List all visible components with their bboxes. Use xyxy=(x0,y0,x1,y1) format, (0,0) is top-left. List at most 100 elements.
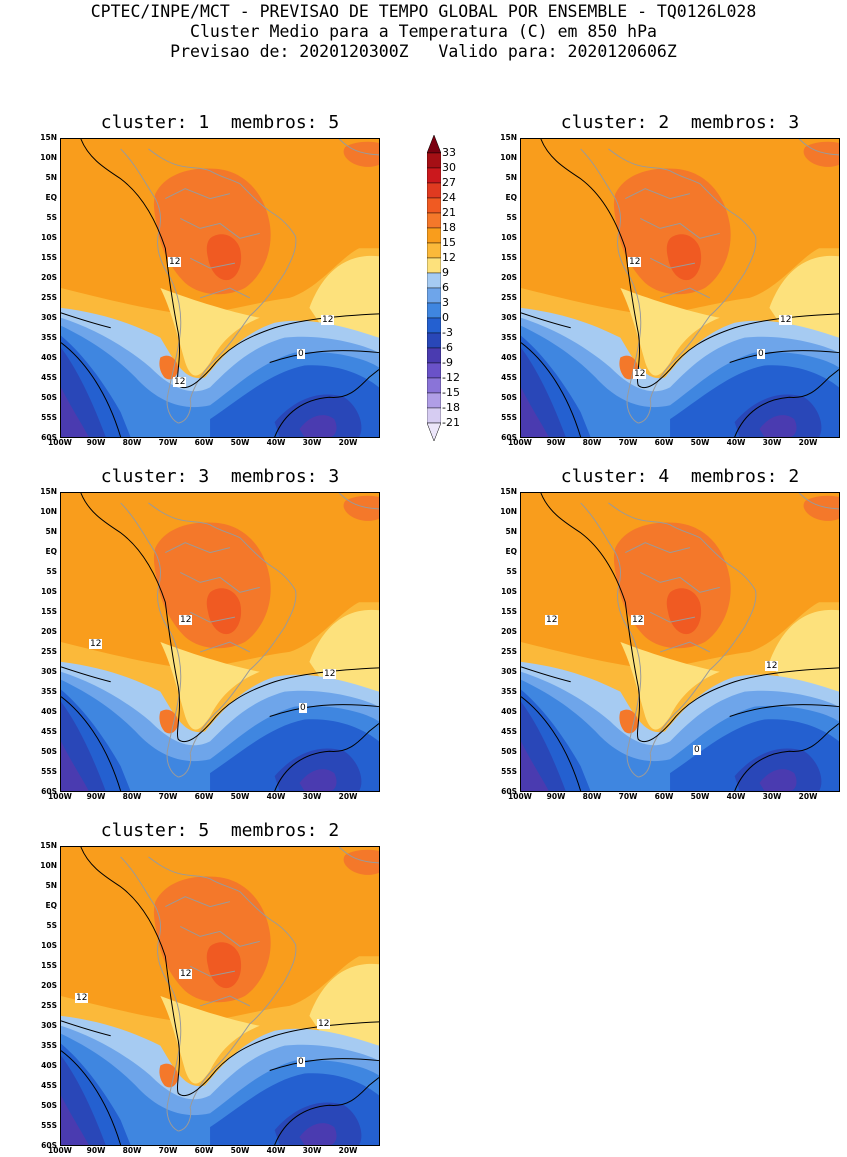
lon-tick-label: 70W xyxy=(158,792,178,801)
colorbar-swatch xyxy=(427,362,441,379)
panel-title: cluster: 5 membros: 2 xyxy=(100,820,340,841)
colorbar-swatch xyxy=(427,257,441,274)
map-panel: 12 12 12 0 xyxy=(520,492,840,792)
panel-title: cluster: 1 membros: 5 xyxy=(100,112,340,133)
contour-label: 12 xyxy=(631,615,645,625)
lat-tick-label: 30S xyxy=(41,667,57,676)
colorbar-tick-label: -9 xyxy=(442,356,453,369)
lat-tick-label: 5N xyxy=(45,173,58,182)
lon-tick-label: 60W xyxy=(194,1146,214,1155)
lon-tick-label: 20W xyxy=(798,438,818,447)
lat-tick-label: 10N xyxy=(500,507,517,516)
colorbar-swatch xyxy=(427,242,441,259)
colorbar-swatch xyxy=(427,407,441,424)
lon-tick-label: 60W xyxy=(194,438,214,447)
lon-tick-label: 50W xyxy=(230,792,250,801)
lon-tick-label: 60W xyxy=(194,792,214,801)
lat-tick-label: 45S xyxy=(41,1081,57,1090)
lon-tick-label: 40W xyxy=(266,792,286,801)
lon-tick-label: 70W xyxy=(158,1146,178,1155)
contour-label: 12 xyxy=(628,257,642,267)
lat-tick-label: 5S xyxy=(506,213,517,222)
lat-tick-label: 15N xyxy=(500,133,517,142)
header-line-1: CPTEC/INPE/MCT - PREVISAO DE TEMPO GLOBA… xyxy=(90,2,757,21)
colorbar-swatch xyxy=(427,182,441,199)
lat-tick-label: 20S xyxy=(501,627,517,636)
lat-tick-label: 60S xyxy=(501,433,517,442)
colorbar-swatch xyxy=(427,272,441,289)
lat-tick-label: 5N xyxy=(45,527,58,536)
contour-label: 12 xyxy=(179,615,193,625)
temperature-map xyxy=(61,139,379,437)
temperature-map xyxy=(61,847,379,1145)
lat-tick-label: 40S xyxy=(501,707,517,716)
lat-tick-label: 5S xyxy=(46,213,57,222)
lon-tick-label: 40W xyxy=(726,438,746,447)
lat-tick-label: 5S xyxy=(46,921,57,930)
lon-tick-label: 90W xyxy=(546,792,566,801)
colorbar-tick-label: 12 xyxy=(442,251,456,264)
lon-tick-label: 80W xyxy=(122,438,142,447)
lat-tick-label: 20S xyxy=(41,981,57,990)
lon-tick-label: 70W xyxy=(158,438,178,447)
lon-tick-label: 90W xyxy=(86,1146,106,1155)
colorbar-swatch xyxy=(427,347,441,364)
lon-tick-label: 80W xyxy=(582,792,602,801)
lat-tick-label: 15S xyxy=(41,253,57,262)
colorbar-tick-label: 21 xyxy=(442,206,456,219)
colorbar-tick-label: 18 xyxy=(442,221,456,234)
lon-tick-label: 70W xyxy=(618,438,638,447)
colorbar-swatch xyxy=(427,317,441,334)
lat-tick-label: 30S xyxy=(41,1021,57,1030)
lon-tick-label: 20W xyxy=(798,792,818,801)
colorbar-swatch xyxy=(427,227,441,244)
lat-tick-label: 45S xyxy=(41,373,57,382)
contour-label: 0 xyxy=(299,703,307,713)
lon-tick-label: 20W xyxy=(338,792,358,801)
contour-label: 12 xyxy=(179,969,193,979)
colorbar-tick-label: -6 xyxy=(442,341,453,354)
map-panel: 12 12 12 0 xyxy=(520,138,840,438)
lat-tick-label: 10S xyxy=(501,233,517,242)
colorbar-tick-label: 33 xyxy=(442,146,456,159)
colorbar-tick-label: 15 xyxy=(442,236,456,249)
lon-tick-label: 90W xyxy=(86,438,106,447)
colorbar-swatch xyxy=(427,212,441,229)
lon-tick-label: 100W xyxy=(48,438,72,447)
lat-tick-label: 30S xyxy=(501,313,517,322)
lon-tick-label: 100W xyxy=(48,1146,72,1155)
colorbar-tick-label: -15 xyxy=(442,386,460,399)
lat-tick-label: 5S xyxy=(506,567,517,576)
lon-tick-label: 30W xyxy=(762,438,782,447)
lat-tick-label: 10S xyxy=(501,587,517,596)
lat-tick-label: 45S xyxy=(501,727,517,736)
contour-label: 12 xyxy=(765,661,779,671)
lon-tick-label: 60W xyxy=(654,792,674,801)
lon-tick-label: 70W xyxy=(618,792,638,801)
lat-tick-label: 55S xyxy=(41,1121,57,1130)
lon-tick-label: 50W xyxy=(230,438,250,447)
map-panel: 12 12 12 0 xyxy=(60,492,380,792)
lat-tick-label: 15N xyxy=(500,487,517,496)
lat-tick-label: 55S xyxy=(501,413,517,422)
lat-tick-label: EQ xyxy=(505,547,518,556)
temperature-map xyxy=(521,139,839,437)
lat-tick-label: 15S xyxy=(501,253,517,262)
lon-tick-label: 30W xyxy=(762,792,782,801)
lat-tick-label: 10N xyxy=(500,153,517,162)
lat-tick-label: 5N xyxy=(505,173,518,182)
lat-tick-label: 25S xyxy=(501,647,517,656)
colorbar-tick-label: -3 xyxy=(442,326,453,339)
header-line-2: Cluster Medio para a Temperatura (C) em … xyxy=(190,22,657,41)
lat-tick-label: 5N xyxy=(505,527,518,536)
contour-label: 12 xyxy=(321,315,335,325)
colorbar-swatch xyxy=(427,197,441,214)
lat-tick-label: EQ xyxy=(45,193,58,202)
contour-label: 0 xyxy=(757,349,765,359)
colorbar xyxy=(427,135,441,441)
lat-tick-label: 40S xyxy=(501,353,517,362)
lon-tick-label: 40W xyxy=(726,792,746,801)
panel-title: cluster: 3 membros: 3 xyxy=(100,466,340,487)
map-panel: 12 12 12 0 xyxy=(60,846,380,1146)
lat-tick-label: EQ xyxy=(45,547,58,556)
